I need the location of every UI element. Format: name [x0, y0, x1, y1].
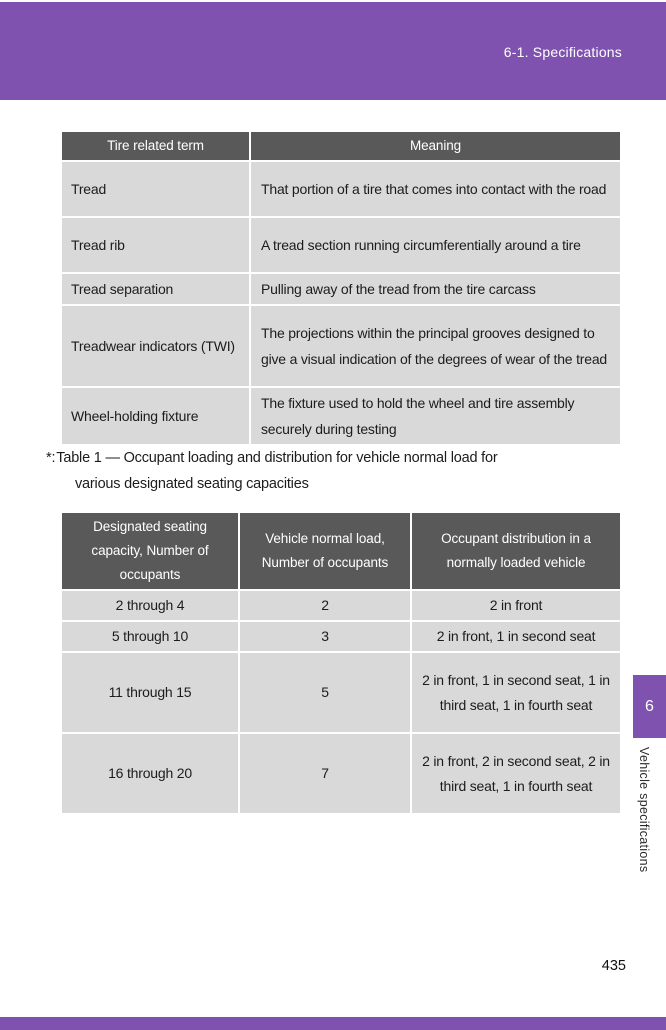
chapter-number: 6 [645, 698, 654, 715]
table-row: 16 through 20 7 2 in front, 2 in second … [62, 734, 620, 813]
table-header-row: Tire related term Meaning [62, 132, 620, 160]
capacity-cell: 5 through 10 [62, 622, 238, 651]
occupant-table-header-distribution: Occupant distribution in a normally load… [412, 513, 620, 589]
load-cell: 7 [240, 734, 410, 813]
footnote-text: Table 1 — Occupant loading and distribut… [56, 450, 498, 466]
table-row: Wheel-holding fixture The fixture used t… [62, 388, 620, 444]
tire-table-header-meaning: Meaning [251, 132, 620, 160]
tire-terms-table: Tire related term Meaning Tread That por… [60, 130, 622, 446]
load-cell: 5 [240, 653, 410, 732]
occupant-table-header-capacity: Designated seating capacity, Number of o… [62, 513, 238, 589]
tire-meaning-cell: The projections within the principal gro… [251, 306, 620, 386]
capacity-cell: 2 through 4 [62, 591, 238, 620]
tire-term-cell: Tread rib [62, 218, 249, 272]
distribution-cell: 2 in front [412, 591, 620, 620]
footnote-line1: *:Table 1 — Occupant loading and distrib… [46, 445, 632, 471]
section-header-band: 6-1. Specifications [0, 2, 666, 100]
tire-meaning-cell: Pulling away of the tread from the tire … [251, 274, 620, 304]
tire-term-cell: Wheel-holding fixture [62, 388, 249, 444]
chapter-label: Vehicle specifications [637, 747, 651, 873]
tire-term-cell: Tread [62, 162, 249, 216]
footer-band [0, 1017, 666, 1030]
chapter-tab: 6 [633, 675, 666, 738]
tire-meaning-cell: A tread section running circumferentiall… [251, 218, 620, 272]
tire-table-header-term: Tire related term [62, 132, 249, 160]
section-title: 6-1. Specifications [503, 44, 622, 60]
footnote: *:Table 1 — Occupant loading and distrib… [46, 445, 632, 497]
table-row: 2 through 4 2 2 in front [62, 591, 620, 620]
distribution-cell: 2 in front, 1 in second seat, 1 in third… [412, 653, 620, 732]
tire-term-cell: Tread separation [62, 274, 249, 304]
load-cell: 3 [240, 622, 410, 651]
distribution-cell: 2 in front, 1 in second seat [412, 622, 620, 651]
tire-term-cell: Treadwear indicators (TWI) [62, 306, 249, 386]
table-row: Tread separation Pulling away of the tre… [62, 274, 620, 304]
occupant-table-header-load: Vehicle normal load, Number of occupants [240, 513, 410, 589]
distribution-cell: 2 in front, 2 in second seat, 2 in third… [412, 734, 620, 813]
capacity-cell: 16 through 20 [62, 734, 238, 813]
occupant-loading-table: Designated seating capacity, Number of o… [60, 511, 622, 815]
load-cell: 2 [240, 591, 410, 620]
page-number: 435 [601, 958, 626, 974]
table-row: Tread That portion of a tire that comes … [62, 162, 620, 216]
table-row: Tread rib A tread section running circum… [62, 218, 620, 272]
table-row: 11 through 15 5 2 in front, 1 in second … [62, 653, 620, 732]
table-row: Treadwear indicators (TWI) The projectio… [62, 306, 620, 386]
capacity-cell: 11 through 15 [62, 653, 238, 732]
footnote-line2: various designated seating capacities [75, 476, 309, 492]
table-header-row: Designated seating capacity, Number of o… [62, 513, 620, 589]
footnote-marker: *: [46, 450, 56, 466]
tire-meaning-cell: That portion of a tire that comes into c… [251, 162, 620, 216]
tire-meaning-cell: The fixture used to hold the wheel and t… [251, 388, 620, 444]
table-row: 5 through 10 3 2 in front, 1 in second s… [62, 622, 620, 651]
